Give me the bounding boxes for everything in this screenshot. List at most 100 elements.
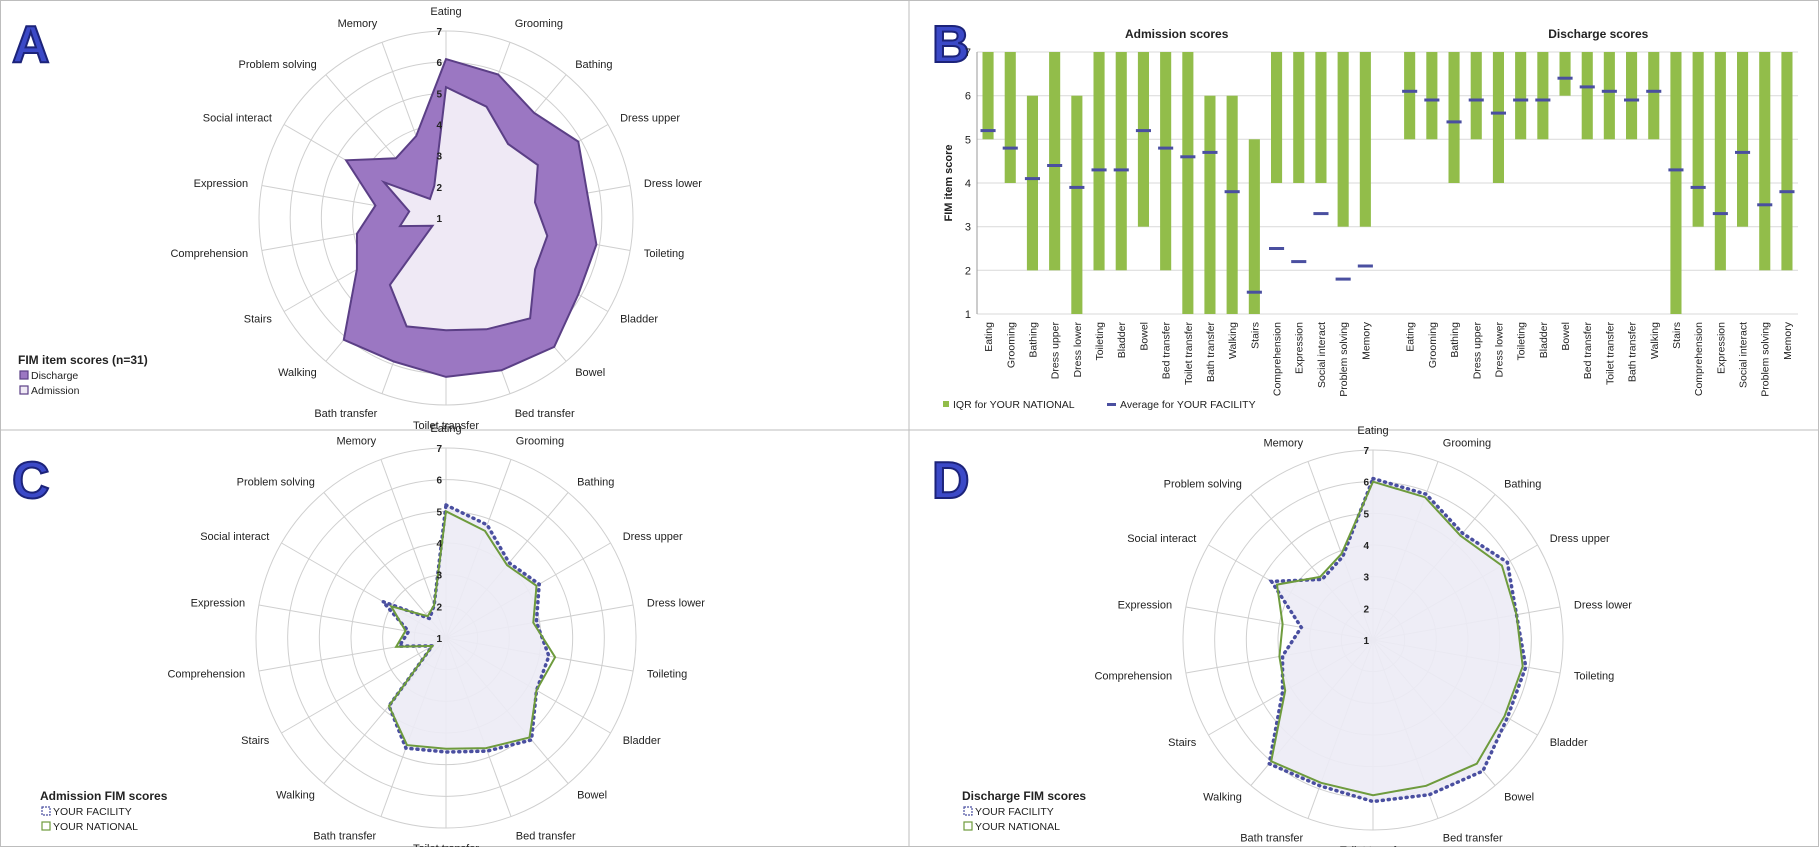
radar-category-label: Bladder xyxy=(623,735,661,747)
x-tick-label: Bathing xyxy=(1449,322,1461,358)
radar-tick-label: 5 xyxy=(1363,509,1369,520)
radar-category-label: Dress lower xyxy=(1574,600,1632,612)
x-tick-label: Walking xyxy=(1649,322,1661,359)
radar-category-label: Toilet transfer xyxy=(413,420,479,432)
iqr-bar-discharge xyxy=(1692,52,1704,227)
radar-category-label: Dress upper xyxy=(620,113,680,125)
x-tick-label: Toilet transfer xyxy=(1604,322,1616,386)
iqr-bar-discharge xyxy=(1759,52,1771,271)
legend-swatch-average xyxy=(1107,403,1116,406)
legend-entry-label: YOUR NATIONAL xyxy=(53,821,138,833)
radar-category-label: Comprehension xyxy=(170,248,248,260)
legend-swatch xyxy=(41,806,51,816)
average-marker-admission xyxy=(1357,264,1373,268)
radar-category-label: Eating xyxy=(1357,425,1388,437)
radar-series-1 xyxy=(380,85,549,332)
legend-title: Admission FIM scores xyxy=(40,789,168,803)
radar-chart-a: 1 2 3 4 5 6 7 Eating Grooming Bathing Dress upper D… xyxy=(18,6,702,432)
radar-tick-label: 4 xyxy=(436,121,442,132)
iqr-bar-discharge xyxy=(1626,52,1638,140)
radar-series-1 xyxy=(1270,480,1524,797)
iqr-bar-discharge xyxy=(1515,52,1527,140)
legend-swatch xyxy=(963,806,973,816)
iqr-bar-discharge xyxy=(1581,52,1593,140)
radar-category-label: Dress lower xyxy=(644,178,702,190)
radar-category-label: Dress upper xyxy=(623,531,683,543)
iqr-bar-discharge xyxy=(1448,52,1460,183)
iqr-bar-admission xyxy=(1248,139,1260,314)
iqr-bar-admission xyxy=(1204,95,1216,314)
x-tick-label: Dress upper xyxy=(1471,322,1483,380)
radar-category-label: Bed transfer xyxy=(1443,833,1503,845)
average-marker-admission xyxy=(1024,177,1040,181)
y-tick-label: 5 xyxy=(965,134,971,146)
iqr-bar-discharge xyxy=(1426,52,1438,140)
x-tick-label: Walking xyxy=(1227,322,1239,359)
x-tick-label: Bowel xyxy=(1138,322,1150,351)
average-marker-admission xyxy=(1246,290,1262,294)
iqr-bar-discharge xyxy=(1648,52,1660,140)
radar-category-label: Social interact xyxy=(203,113,272,125)
x-tick-label: Bladder xyxy=(1116,322,1128,359)
iqr-bar-admission xyxy=(1115,52,1127,271)
iqr-bar-admission xyxy=(1337,52,1349,227)
radar-category-label: Stairs xyxy=(241,735,270,747)
iqr-bar-discharge xyxy=(1714,52,1726,271)
radar-tick-label: 6 xyxy=(1363,478,1369,489)
radar-category-label: Expression xyxy=(194,178,248,190)
legend-entry-label: Admission xyxy=(31,385,80,397)
legend-entry-label: Discharge xyxy=(31,370,78,382)
panel-letter-d: D xyxy=(932,452,970,510)
radar-category-label: Bath transfer xyxy=(313,831,376,843)
y-tick-label: 4 xyxy=(965,178,971,190)
radar-category-label: Toileting xyxy=(644,248,684,260)
radar-category-label: Bath transfer xyxy=(1240,833,1303,845)
radar-category-label: Grooming xyxy=(515,18,563,30)
iqr-bar-admission xyxy=(1359,52,1371,227)
x-tick-label: Expression xyxy=(1715,322,1727,374)
legend-title: FIM item scores (n=31) xyxy=(18,353,148,367)
average-marker-discharge xyxy=(1624,98,1640,102)
x-tick-label: Eating xyxy=(1405,322,1417,352)
average-marker-discharge xyxy=(1601,89,1617,93)
radar-chart-c: 1 2 3 4 5 6 7 Eating Grooming Bathing Dress upper D… xyxy=(40,423,705,847)
average-marker-discharge xyxy=(1446,120,1462,124)
iqr-bar-discharge xyxy=(1470,52,1482,140)
radar-category-label: Dress lower xyxy=(647,598,705,610)
x-tick-label: Dress lower xyxy=(1493,322,1505,378)
iqr-bar-admission xyxy=(1049,52,1061,271)
iqr-bar-admission xyxy=(1004,52,1016,183)
iqr-bar-discharge xyxy=(1670,52,1682,314)
radar-category-label: Eating xyxy=(430,423,461,435)
radar-category-label: Toilet transfer xyxy=(1340,845,1406,847)
radar-category-label: Grooming xyxy=(516,435,564,447)
radar-category-label: Walking xyxy=(1203,791,1242,803)
y-tick-label: 3 xyxy=(965,222,971,234)
radar-tick-label: 6 xyxy=(436,58,442,69)
x-tick-label: Toileting xyxy=(1094,322,1106,361)
average-marker-admission xyxy=(980,129,996,133)
radar-tick-label: 1 xyxy=(436,214,442,225)
radar-tick-label: 3 xyxy=(436,152,442,163)
x-tick-label: Memory xyxy=(1782,321,1794,360)
radar-category-label: Bathing xyxy=(577,477,614,489)
radar-category-label: Bed transfer xyxy=(515,408,575,420)
radar-category-label: Comprehension xyxy=(167,668,245,680)
iqr-bar-admission xyxy=(1137,52,1149,227)
radar-spoke xyxy=(281,637,447,734)
legend-swatch xyxy=(41,821,51,831)
average-marker-admission xyxy=(1313,212,1329,216)
iqr-bar-admission xyxy=(1315,52,1327,183)
average-marker-admission xyxy=(1335,277,1351,281)
average-marker-discharge xyxy=(1779,190,1795,194)
radar-category-label: Memory xyxy=(338,18,378,30)
radar-tick-label: 2 xyxy=(1363,604,1369,615)
average-marker-admission xyxy=(1224,190,1240,194)
radar-category-label: Social interact xyxy=(200,531,269,543)
iqr-bar-discharge xyxy=(1781,52,1793,271)
radar-category-label: Bed transfer xyxy=(516,831,576,843)
y-axis-label: FIM item score xyxy=(943,144,955,221)
radar-category-label: Memory xyxy=(336,435,376,447)
radar-tick-label: 7 xyxy=(436,27,442,38)
average-marker-admission xyxy=(1002,146,1018,150)
